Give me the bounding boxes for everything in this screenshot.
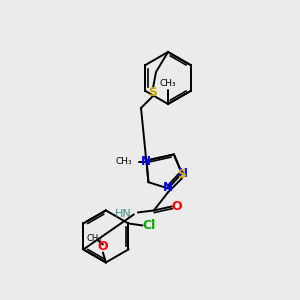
Text: N: N	[163, 181, 173, 194]
Text: S: S	[148, 85, 158, 98]
Text: O: O	[98, 240, 108, 253]
Text: O: O	[172, 200, 182, 213]
Text: CH₃: CH₃	[160, 79, 176, 88]
Text: N: N	[178, 167, 188, 180]
Text: CH₃: CH₃	[86, 234, 102, 243]
Text: Cl: Cl	[143, 219, 156, 232]
Text: CH₃: CH₃	[116, 157, 133, 166]
Text: S: S	[177, 168, 186, 181]
Text: HN: HN	[115, 209, 132, 219]
Text: N: N	[140, 155, 151, 168]
